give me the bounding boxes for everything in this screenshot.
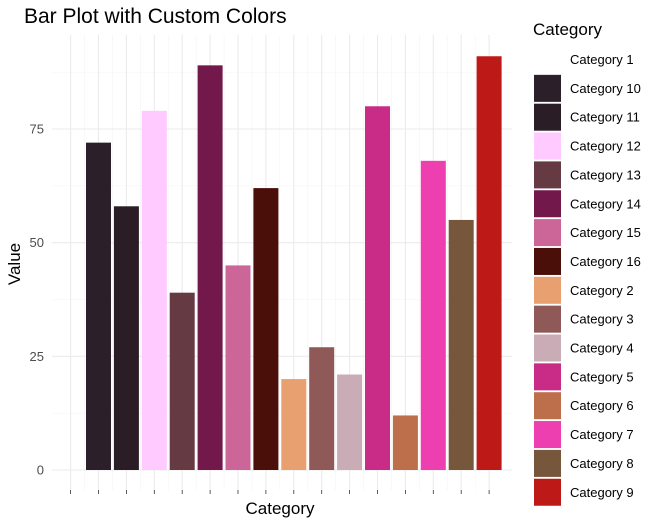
legend-key [534,46,561,73]
legend-title: Category [533,20,602,39]
legend-label: Category 11 [570,110,640,125]
legend-label: Category 1 [570,52,634,67]
y-axis-title: Value [5,243,24,285]
legend-label: Category 14 [570,196,641,211]
legend-key [534,219,561,247]
chart-title: Bar Plot with Custom Colors [24,5,287,28]
bar [113,206,139,470]
legend-key [534,421,561,449]
legend-label: Category 7 [570,427,634,442]
legend-key [534,190,561,218]
bar [169,292,195,470]
legend-label: Category 16 [570,254,641,269]
bar [225,265,251,470]
legend-label: Category 2 [570,283,634,298]
legend-key [534,276,561,304]
legend-label: Category 15 [570,225,641,240]
legend-label: Category 13 [570,167,641,182]
bar [337,374,363,470]
legend-label: Category 3 [570,312,634,327]
x-axis [70,490,490,494]
legend-key [534,103,561,131]
bar [253,188,279,470]
bar [141,110,167,471]
legend-key [534,74,561,102]
legend-key [534,161,561,189]
bar [86,142,111,470]
bar [392,415,418,470]
legend-key [534,363,561,391]
legend-key [534,449,561,477]
legend-label: Category 8 [570,456,634,471]
legend-key [534,392,561,420]
bars [86,56,502,471]
bar [309,347,335,470]
plot-panel: 0 25 50 75 [30,35,512,494]
legend-label: Category 4 [570,341,634,356]
y-tick-label: 0 [37,463,44,478]
legend-label: Category 10 [570,81,641,96]
legend-key [534,334,561,362]
bar [197,65,223,470]
bar [448,219,474,470]
legend-label: Category 6 [570,398,634,413]
y-axis: 0 25 50 75 [30,122,44,478]
y-tick-label: 25 [30,349,44,364]
legend: Category Category 1 Category 10 Category 1… [533,20,641,506]
legend-key [534,478,561,506]
y-tick-label: 50 [30,235,44,250]
bar [476,56,502,471]
legend-label: Category 9 [570,485,634,500]
bar [365,106,390,471]
legend-label: Category 12 [570,139,641,154]
bar [420,160,446,470]
y-tick-label: 75 [30,122,44,137]
x-axis-title: Category [246,499,315,518]
legend-key [534,132,561,160]
legend-key [534,305,561,333]
bar [281,379,307,470]
legend-label: Category 5 [570,369,634,384]
legend-key [534,247,561,275]
